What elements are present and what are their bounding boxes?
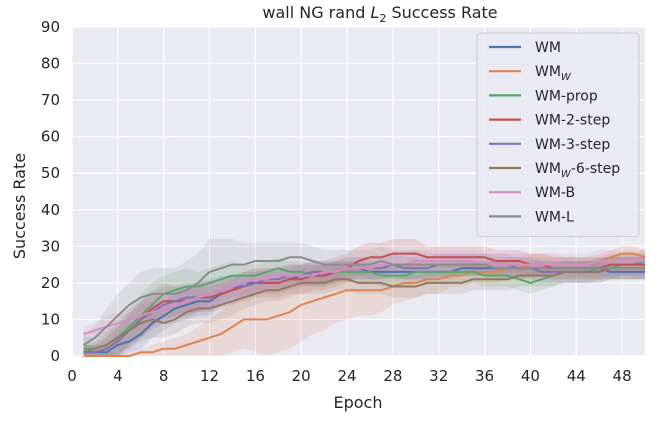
y-tick-label: 20	[41, 274, 60, 292]
legend-entry-subscript: W	[561, 169, 572, 180]
x-tick-label: 36	[475, 367, 494, 385]
confidence-band-series-5	[83, 257, 645, 356]
y-tick-label: 70	[41, 91, 60, 109]
y-tick-label: 40	[41, 201, 60, 219]
legend-entry: WM	[535, 40, 561, 56]
x-tick-label: 32	[429, 367, 448, 385]
legend-entry-name: WM-3-step	[535, 137, 610, 153]
y-tick-label: 50	[41, 164, 60, 182]
legend-entry-name: WM-2-step	[535, 113, 610, 129]
chart-title: wall NG rand L2 Success Rate	[262, 3, 497, 25]
y-axis-label: Success Rate	[10, 153, 29, 259]
x-tick-label: 0	[67, 367, 77, 385]
legend-entry: WM-L	[535, 209, 574, 225]
chart-title-sub: 2	[379, 12, 386, 25]
chart-title-var: L	[370, 3, 379, 22]
legend: WMWMWWM-propWM-2-stepWM-3-stepWMW-6-step…	[476, 32, 640, 238]
legend-entry-subscript: W	[561, 72, 572, 83]
legend-entry: WM-B	[535, 185, 575, 201]
x-tick-label: 12	[200, 367, 219, 385]
legend-entry: WMW	[535, 64, 572, 83]
series-line-5	[83, 267, 645, 354]
x-tick-label: 4	[113, 367, 123, 385]
x-tick-label: 24	[337, 367, 356, 385]
x-tick-label: 20	[292, 367, 311, 385]
y-tick-label: 30	[41, 237, 60, 255]
legend-box	[476, 32, 640, 238]
chart-title-prefix: wall NG rand	[262, 3, 370, 22]
x-tick-label: 44	[567, 367, 586, 385]
legend-entry: WM-3-step	[535, 137, 610, 153]
x-tick-label: 8	[159, 367, 169, 385]
y-tick-label: 10	[41, 310, 60, 328]
series-line-6	[83, 260, 645, 336]
x-axis-label: Epoch	[334, 393, 383, 412]
confidence-band-series-1	[83, 246, 645, 356]
legend-entry-name: WM-prop	[535, 88, 598, 104]
legend-entry-name: WM	[535, 64, 561, 80]
x-tick-label: 16	[246, 367, 265, 385]
legend-entry-name: WM	[535, 161, 561, 177]
legend-entry-name: WM-B	[535, 185, 575, 201]
legend-entry: WMW-6-step	[535, 161, 620, 180]
y-tick-label: 0	[50, 347, 60, 365]
confidence-band-series-6	[83, 250, 645, 342]
series-line-7	[82, 256, 645, 346]
y-tick-label: 60	[41, 128, 60, 146]
x-tick-label: 48	[613, 367, 632, 385]
legend-entry-name: WM-L	[535, 209, 574, 225]
y-tick-label: 80	[41, 55, 60, 73]
legend-entry-name: WM	[535, 40, 561, 56]
x-tick-label: 40	[521, 367, 540, 385]
y-tick-label: 90	[41, 18, 60, 36]
chart-title-suffix: Success Rate	[386, 3, 497, 22]
legend-entry-suffix: -6-step	[571, 161, 620, 177]
legend-entry: WM-prop	[535, 88, 598, 104]
confidence-band-series-0	[83, 261, 645, 356]
legend-entry: WM-2-step	[535, 113, 610, 129]
x-tick-label: 28	[383, 367, 402, 385]
